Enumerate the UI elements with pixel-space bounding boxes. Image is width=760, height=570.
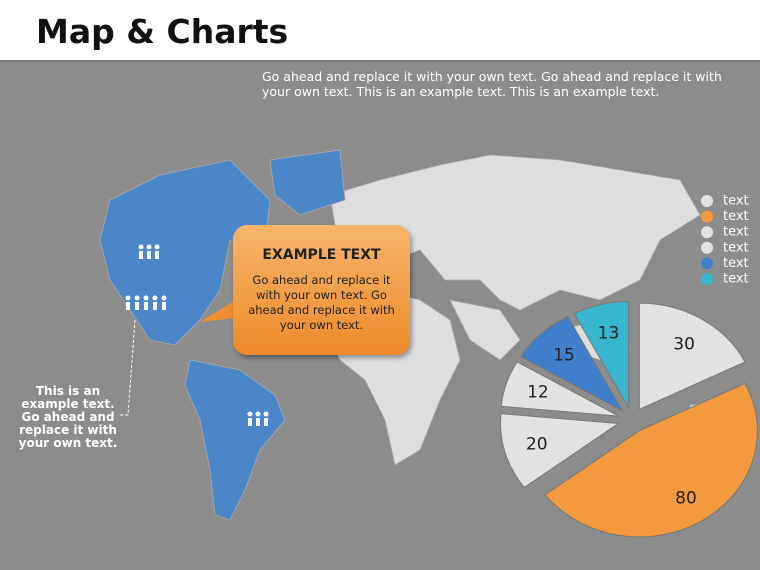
callout-pointer [200,300,236,322]
description: Go ahead and replace it with your own te… [262,69,722,99]
connector [118,319,136,416]
side-note: This is an example text. Go ahead and re… [18,384,118,450]
callout-body: Go ahead and replace it with your own te… [248,273,395,332]
pie-slice [544,382,758,538]
data-label: 12 [527,382,549,402]
legend-label: text [723,225,749,240]
legend-label: text [723,272,749,287]
pie-slice [638,302,746,411]
callout-title: EXAMPLE TEXT [262,247,381,263]
world-map [99,149,746,521]
legend-label: text [723,209,749,224]
data-label: 15 [553,345,575,365]
legend-swatch [701,195,713,207]
pie-slice [520,316,624,413]
legend-swatch [701,210,713,223]
pie-slice [573,301,630,410]
data-label: 13 [598,323,620,343]
pie-slice [500,413,620,489]
header: Map & Charts [0,0,760,62]
legend-label: text [723,240,749,255]
data-label: 80 [675,488,697,508]
legend-label: text [723,194,749,209]
data-label: 30 [673,334,695,354]
title: Map & Charts [36,12,289,51]
legend-swatch [701,241,713,254]
legend-swatch [701,226,713,239]
pie-slice [500,361,619,417]
legend-label: text [723,256,749,271]
legend-swatch [701,257,713,270]
people-icons [125,244,269,426]
callout: EXAMPLE TEXT Go ahead and replace it wit… [233,225,410,355]
legend-swatch [701,273,713,285]
data-label: 20 [526,434,548,454]
